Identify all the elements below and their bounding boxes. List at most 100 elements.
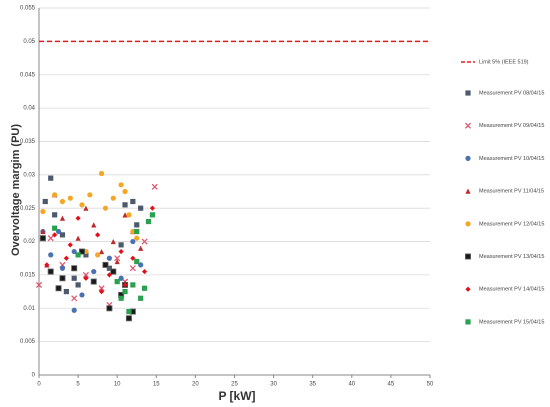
- point: [55, 285, 62, 292]
- point: [75, 252, 81, 258]
- point: [129, 265, 136, 272]
- point: [52, 192, 58, 198]
- point: [44, 262, 50, 268]
- point: [71, 295, 78, 302]
- point: [130, 228, 136, 235]
- point: [149, 205, 155, 211]
- point: [130, 282, 136, 288]
- x-tick-label: 20: [192, 382, 199, 388]
- point: [134, 235, 140, 241]
- point: [126, 212, 132, 218]
- point: [102, 261, 109, 268]
- point: [122, 188, 128, 195]
- x-tick-label: 0: [37, 382, 41, 388]
- point: [110, 268, 117, 275]
- x-axis-label: P [kW]: [218, 389, 255, 403]
- point: [141, 238, 148, 245]
- point: [126, 309, 132, 315]
- point: [125, 315, 132, 322]
- point: [52, 225, 58, 231]
- x-tick-label: 5: [76, 382, 80, 388]
- point: [122, 212, 128, 218]
- point: [67, 195, 73, 201]
- point: [48, 175, 54, 181]
- point: [79, 292, 85, 298]
- point: [122, 202, 128, 208]
- point: [83, 205, 89, 211]
- point: [40, 208, 46, 215]
- x-tick-label: 30: [270, 382, 277, 388]
- point: [59, 198, 66, 205]
- y-tick-label: 0.025: [20, 206, 36, 212]
- point: [71, 275, 77, 281]
- x-tick-label: 45: [388, 382, 395, 388]
- legend-label: Limit 5% (IEEE 519): [479, 59, 529, 65]
- point: [134, 228, 140, 235]
- legend-label: Measurement PV 10/04/15: [479, 156, 544, 162]
- legend-swatch: [464, 253, 471, 260]
- y-tick-label: 0.045: [20, 72, 36, 78]
- point: [122, 288, 128, 295]
- y-tick-label: 0.05: [23, 39, 35, 45]
- point: [138, 295, 144, 301]
- y-tick-label: 0.005: [20, 339, 36, 345]
- point: [134, 222, 140, 228]
- point: [130, 238, 136, 245]
- legend-swatch: [465, 90, 471, 96]
- point: [67, 242, 73, 248]
- point: [118, 275, 124, 281]
- legend-swatch: [465, 221, 471, 227]
- point: [141, 268, 148, 275]
- x-tick-label: 40: [348, 382, 355, 388]
- point: [138, 262, 144, 268]
- point: [106, 305, 113, 312]
- point: [138, 245, 144, 251]
- x-tick-label: 25: [231, 382, 238, 388]
- y-tick-label: 0: [32, 373, 36, 379]
- point: [75, 282, 81, 288]
- point: [110, 195, 116, 201]
- point: [52, 232, 58, 238]
- point: [83, 252, 89, 258]
- y-axis-label: Overvoltage margim (PU): [10, 124, 22, 256]
- point: [138, 205, 144, 211]
- point: [149, 212, 155, 218]
- legend-swatch: [465, 286, 471, 292]
- point: [118, 182, 124, 188]
- y-tick-label: 0.04: [23, 106, 35, 112]
- point: [118, 295, 124, 301]
- legend-label: Measurement PV 11/04/15: [479, 189, 544, 195]
- point: [48, 252, 54, 258]
- point: [47, 268, 54, 275]
- point: [79, 202, 85, 208]
- point: [63, 288, 69, 295]
- point: [98, 288, 105, 295]
- legend-swatch: [465, 319, 471, 325]
- point: [82, 271, 89, 278]
- legend-swatch: [465, 188, 471, 194]
- y-tick-label: 0.03: [23, 172, 35, 178]
- x-tick-label: 50: [427, 382, 434, 388]
- legend-label: Measurement PV 08/04/15: [479, 90, 544, 96]
- point: [59, 232, 66, 238]
- legend-label: Measurement PV 09/04/15: [479, 123, 544, 129]
- legend-swatch: [464, 122, 472, 129]
- point: [114, 255, 121, 262]
- point: [134, 258, 140, 265]
- point: [114, 258, 120, 265]
- point: [71, 265, 78, 272]
- y-tick-label: 0.055: [20, 6, 36, 12]
- point: [59, 215, 66, 221]
- point: [59, 275, 66, 282]
- point: [75, 215, 81, 221]
- legend-label: Measurement PV 14/04/15: [479, 287, 544, 293]
- y-tick-label: 0.02: [23, 239, 35, 245]
- point: [110, 238, 116, 245]
- point: [83, 275, 89, 281]
- point: [35, 281, 43, 288]
- legend-label: Measurement PV 13/04/15: [479, 254, 544, 260]
- point: [151, 183, 158, 190]
- point: [98, 170, 105, 177]
- point: [130, 198, 136, 205]
